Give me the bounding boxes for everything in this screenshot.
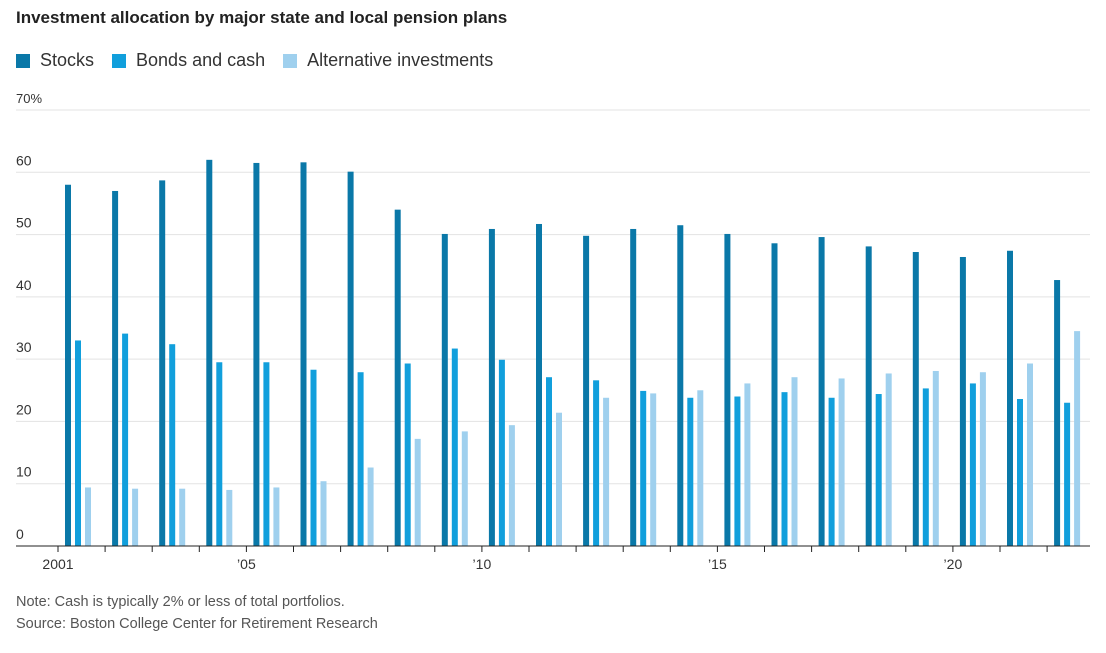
bar	[556, 412, 562, 546]
bar	[1027, 363, 1033, 546]
bar	[865, 246, 872, 547]
bar	[734, 396, 741, 546]
legend-label-stocks: Stocks	[40, 50, 95, 70]
bar	[300, 162, 307, 546]
y-tick-label: 10	[16, 464, 32, 480]
legend-swatch-bonds	[112, 53, 127, 68]
bar	[159, 180, 166, 546]
bar	[461, 431, 468, 546]
bar	[310, 369, 317, 546]
bar-layer	[65, 159, 1081, 547]
bar	[320, 481, 327, 546]
x-tick-label: ’10	[473, 556, 492, 572]
bar	[771, 243, 778, 546]
bar	[922, 388, 929, 546]
bar	[969, 383, 976, 546]
bar	[488, 228, 495, 547]
bar	[112, 190, 119, 546]
bar	[179, 488, 186, 546]
bar	[273, 487, 280, 546]
grid-layer	[16, 109, 1090, 485]
bar	[791, 377, 798, 546]
x-tick-label: ’20	[944, 556, 963, 572]
legend-swatch-alternatives	[283, 53, 298, 68]
y-tick-label: 20	[16, 401, 32, 417]
legend-item-alternatives: Alternative investments	[283, 50, 493, 71]
bar	[65, 184, 71, 546]
bar	[85, 487, 91, 546]
bar	[498, 359, 505, 546]
bar	[394, 209, 401, 546]
bar	[838, 378, 845, 546]
bar	[744, 383, 751, 546]
bar	[959, 256, 966, 546]
bar	[875, 394, 882, 546]
bar	[226, 489, 233, 546]
legend-swatch-stocks	[16, 53, 30, 68]
bar	[414, 438, 421, 546]
bar	[451, 348, 458, 546]
x-tick-label: 2001	[42, 556, 73, 572]
bar	[122, 333, 129, 546]
bar	[687, 397, 694, 546]
y-tick-label: 30	[16, 339, 32, 355]
source-line: Source: Boston College Center for Retire…	[16, 616, 378, 632]
bar	[508, 425, 515, 546]
bar	[677, 225, 684, 546]
bar	[724, 233, 731, 546]
bar	[347, 171, 354, 547]
bar	[630, 228, 637, 547]
bar	[1074, 331, 1081, 546]
bar	[697, 390, 704, 546]
bar	[603, 397, 610, 546]
legend-label-bonds: Bonds and cash	[136, 50, 266, 70]
bar	[132, 488, 139, 546]
bar	[828, 397, 835, 546]
x-tick-label: ’05	[237, 556, 256, 572]
legend: Stocks Bonds and cash Alternative invest…	[16, 50, 511, 71]
bar	[536, 223, 542, 547]
bar-chart: 0 10 20 30 40 50 60 70% 2001 ’05 ’10 ’15 ’20	[16, 91, 1090, 572]
bar	[546, 377, 552, 546]
bar	[253, 162, 260, 546]
y-tick-label: 60	[16, 152, 32, 168]
bar	[818, 237, 825, 546]
bar	[593, 380, 600, 546]
bar	[885, 373, 892, 546]
bar	[912, 252, 919, 547]
footnote: Note: Cash is typically 2% or less of to…	[16, 594, 345, 610]
legend-label-alternatives: Alternative investments	[307, 50, 494, 70]
bar	[367, 467, 374, 546]
bar	[979, 372, 986, 546]
bar	[263, 362, 270, 546]
bar	[206, 159, 213, 547]
bar	[1007, 250, 1013, 546]
y-tick-label: 50	[16, 215, 32, 231]
bar	[357, 372, 364, 546]
y-tick-label: 70%	[16, 91, 42, 106]
bar	[1017, 399, 1023, 546]
bar	[932, 370, 939, 546]
bar	[441, 233, 448, 546]
axis-layer: 0 10 20 30 40 50 60 70% 2001 ’05 ’10 ’15 ’20	[16, 91, 1090, 572]
x-tick-label: ’15	[708, 556, 727, 572]
bar	[781, 392, 788, 546]
bar	[169, 344, 176, 546]
y-tick-label: 0	[16, 526, 24, 542]
y-tick-label: 40	[16, 277, 32, 293]
bar	[640, 390, 647, 546]
bar	[216, 362, 223, 546]
legend-item-stocks: Stocks	[16, 50, 94, 71]
bar	[1054, 280, 1061, 546]
bar	[404, 363, 411, 546]
legend-item-bonds: Bonds and cash	[112, 50, 265, 71]
bar	[75, 340, 81, 546]
bar	[1064, 402, 1071, 546]
bar	[650, 393, 657, 546]
chart-title: Investment allocation by major state and…	[16, 8, 508, 27]
chart-footer: Note: Cash is typically 2% or less of to…	[16, 591, 378, 635]
bar	[583, 235, 590, 546]
